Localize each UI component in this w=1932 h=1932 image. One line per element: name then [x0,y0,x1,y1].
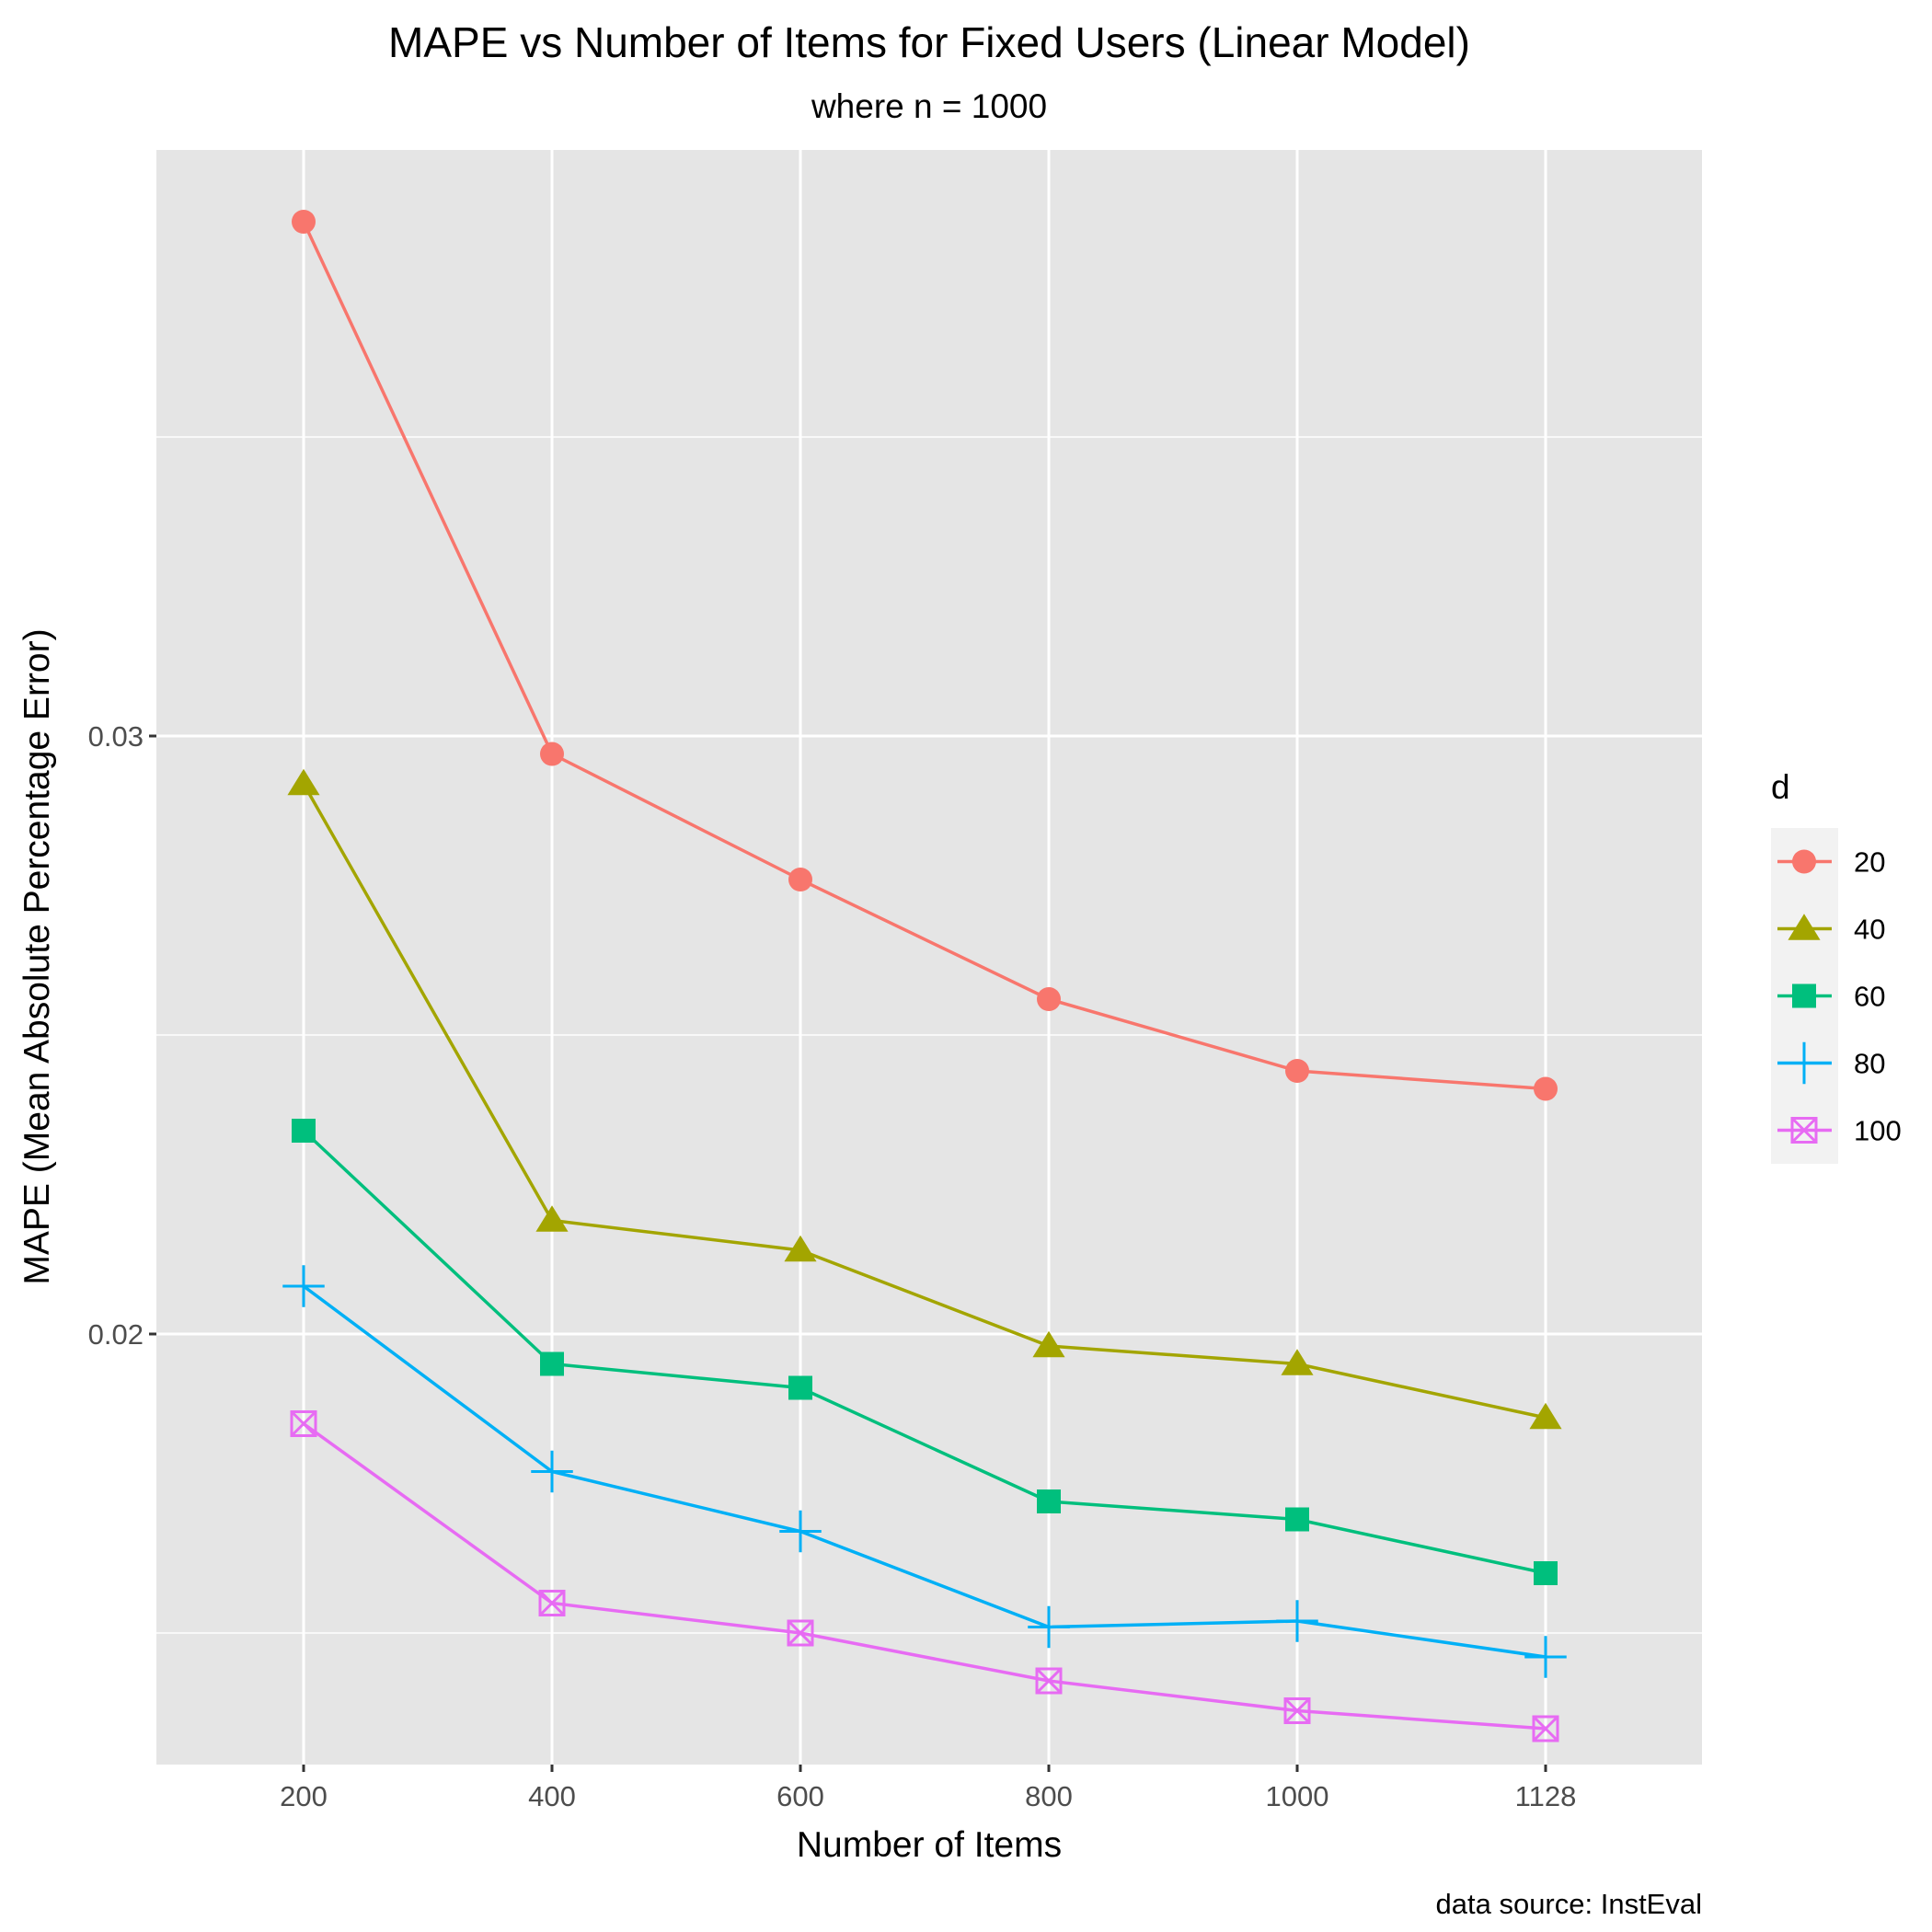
series-line-d100 [302,1422,1547,1731]
data-point-d60 [292,1119,316,1143]
data-point-d40 [1281,1349,1314,1375]
y-axis-label: MAPE (Mean Absolute Percentage Error) [17,628,57,1284]
plot-panel [156,150,1702,1765]
x-tick-label: 200 [280,1780,328,1812]
data-point-d20 [1037,987,1061,1011]
legend-key-symbol [1790,1117,1818,1144]
series-line-d80 [302,1284,1547,1659]
data-point-d60 [1534,1561,1558,1585]
data-point-d40 [1529,1402,1562,1430]
data-point-d80 [282,1265,325,1307]
x-tick-label: 800 [1025,1780,1073,1812]
data-point-d80 [1276,1600,1318,1642]
legend: d 20 40 60 80 100 [1771,768,1902,1164]
data-point-d100 [538,1590,566,1616]
data-point-d60 [540,1351,564,1376]
data-point-d20 [1534,1076,1558,1101]
data-point-d40 [287,768,320,796]
chart-caption: data source: InstEval [1436,1888,1703,1920]
legend-key-symbol [1792,849,1816,874]
series-points [282,210,1567,1742]
data-point-d100 [1035,1667,1063,1695]
x-tick-label: 600 [776,1780,824,1812]
data-point-d40 [535,1205,569,1232]
legend-label: 100 [1854,1115,1902,1147]
legend-title: d [1771,768,1790,806]
legend-item-d60: 60 [1777,981,1885,1013]
data-point-d40 [1032,1330,1065,1358]
data-point-d60 [1285,1507,1309,1532]
data-point-d80 [1524,1636,1567,1678]
y-tick-label: 0.02 [88,1318,144,1351]
x-tick-label: 1128 [1515,1780,1577,1812]
data-point-d20 [292,210,316,234]
data-point-d80 [1028,1605,1070,1649]
y-tick-label: 0.03 [88,720,144,753]
chart-title: MAPE vs Number of Items for Fixed Users … [388,18,1470,66]
data-point-d20 [540,742,564,766]
legend-item-d80: 80 [1777,1041,1885,1085]
data-point-d60 [1037,1489,1061,1513]
y-axis: 0.02 0.03 [88,720,156,1351]
data-point-d100 [1283,1697,1311,1724]
data-point-d100 [787,1619,814,1647]
data-point-d20 [788,868,812,891]
data-point-d80 [779,1510,822,1553]
legend-item-d100: 100 [1777,1115,1902,1147]
chart-subtitle: where n = 1000 [811,87,1047,125]
series-line-d40 [302,783,1547,1420]
legend-key-symbol [1783,1041,1825,1085]
legend-label: 20 [1854,846,1885,879]
data-point-d80 [531,1450,573,1493]
series-line-d60 [302,1129,1547,1575]
legend-label: 80 [1854,1048,1885,1080]
legend-key-symbol [1792,983,1816,1008]
series-line-d20 [302,221,1547,1091]
x-axis-label: Number of Items [797,1825,1062,1865]
series-lines [302,221,1547,1731]
data-point-d100 [290,1410,317,1437]
data-point-d20 [1285,1059,1309,1083]
legend-key-symbol [1788,914,1821,940]
data-point-d40 [784,1235,817,1262]
data-point-d60 [788,1375,812,1400]
legend-label: 60 [1854,981,1885,1013]
legend-label: 40 [1854,914,1885,946]
x-tick-label: 1000 [1266,1780,1329,1812]
data-point-d100 [1532,1715,1559,1742]
legend-item-d20: 20 [1777,846,1885,879]
legend-item-d40: 40 [1777,914,1885,946]
minor-gridlines [156,436,1702,1634]
x-axis: 200 400 600 800 1000 1128 [280,1765,1576,1812]
x-tick-label: 400 [528,1780,576,1812]
